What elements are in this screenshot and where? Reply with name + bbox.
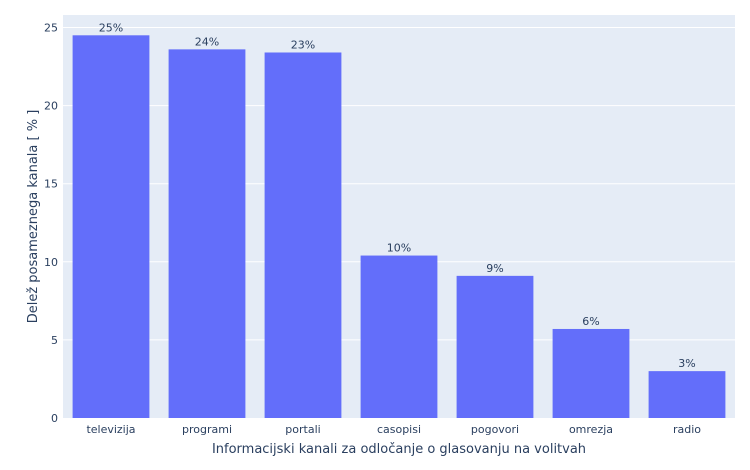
data-label-casopisi: 10% [387,242,411,255]
data-label-televizija: 25% [99,21,123,34]
data-labels: 25% 24% 23% 10% 9% 6% 3% [99,21,696,370]
x-tick-label-pogovori: pogovori [471,423,519,436]
bar-programi [168,49,246,418]
x-tick-label-omrezja: omrezja [569,423,613,436]
bar-casopisi [360,255,438,418]
data-label-omrezja: 6% [582,315,599,328]
x-axis-title: Informacijski kanali za odločanje o glas… [212,442,586,457]
y-axis-ticks: 0 5 10 15 20 25 [44,21,58,425]
data-label-programi: 24% [195,35,219,48]
x-tick-label-radio: radio [673,423,701,436]
y-tick-label: 10 [44,256,58,269]
data-label-pogovori: 9% [486,262,503,275]
y-tick-label: 15 [44,178,58,191]
data-label-radio: 3% [678,357,695,370]
x-tick-label-programi: programi [182,423,232,436]
data-label-portali: 23% [291,38,315,51]
y-tick-label: 5 [51,334,58,347]
bar-portali [264,52,342,418]
y-tick-label: 20 [44,100,58,113]
x-tick-label-portali: portali [285,423,320,436]
x-tick-label-casopisi: casopisi [377,423,421,436]
y-tick-label: 0 [51,412,58,425]
bars [72,35,726,418]
x-axis-ticks: televizija programi portali casopisi pogovor… [86,423,701,436]
bar-radio [648,371,726,418]
x-tick-label-televizija: televizija [86,423,135,436]
y-axis-title: Delež posameznega kanala [ % ] [26,110,41,324]
bar-omrezja [552,328,630,418]
bar-pogovori [456,275,534,418]
y-tick-label: 25 [44,21,58,34]
bar-televizija [72,35,150,418]
